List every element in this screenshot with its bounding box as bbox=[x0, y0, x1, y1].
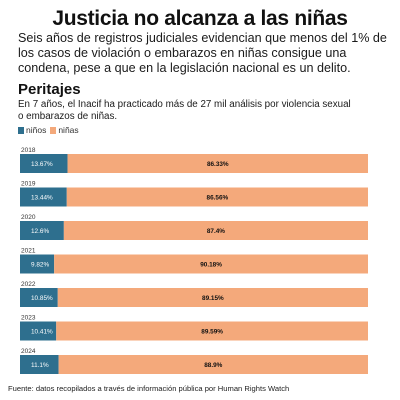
legend-label-ninas: niñas bbox=[58, 125, 79, 135]
value-label-ninos-2024: 11.1% bbox=[31, 362, 49, 369]
year-label-2024: 2024 bbox=[21, 348, 36, 355]
bar-ninos-2018 bbox=[20, 154, 68, 173]
year-label-2023: 2023 bbox=[21, 315, 36, 322]
legend-item-ninas: niñas bbox=[50, 125, 79, 135]
chart-title: Justicia no alcanza a las niñas bbox=[52, 7, 348, 30]
year-label-2020: 2020 bbox=[21, 214, 36, 221]
value-label-ninas-2018: 86.33% bbox=[207, 161, 229, 168]
bar-ninas-2023 bbox=[56, 321, 368, 341]
bar-ninos-2024 bbox=[20, 355, 59, 374]
bar-ninas-2020 bbox=[63, 221, 368, 240]
bar-ninos-2022 bbox=[20, 288, 58, 307]
year-label-2018: 2018 bbox=[21, 147, 36, 154]
bar-ninas-2021 bbox=[54, 254, 369, 274]
chart-subtitle: Seis años de registros judiciales eviden… bbox=[18, 31, 387, 75]
legend-label-ninos: niños bbox=[26, 125, 47, 135]
bar-ninas-2022 bbox=[57, 288, 368, 307]
value-label-ninas-2021: 90.18% bbox=[200, 261, 222, 268]
bar-ninas-2018 bbox=[67, 154, 368, 173]
value-label-ninos-2021: 9.82% bbox=[31, 261, 49, 268]
value-label-ninos-2018: 13.67% bbox=[31, 161, 53, 168]
value-label-ninos-2019: 13.44% bbox=[31, 194, 53, 201]
bar-ninos-2020 bbox=[20, 221, 64, 240]
bar-ninos-2019 bbox=[20, 187, 67, 207]
section-description: En 7 años, el Inacif ha practicado más d… bbox=[18, 99, 351, 122]
value-label-ninos-2022: 10.85% bbox=[31, 295, 53, 302]
year-label-2022: 2022 bbox=[21, 281, 36, 288]
value-label-ninas-2023: 89.59% bbox=[201, 328, 223, 335]
legend-item-ninos: niños bbox=[18, 125, 46, 135]
value-label-ninas-2022: 89.15% bbox=[202, 295, 224, 302]
legend-swatch-ninos bbox=[18, 126, 24, 134]
value-label-ninas-2024: 88.9% bbox=[204, 362, 222, 369]
year-label-2021: 2021 bbox=[21, 248, 36, 255]
bar-ninas-2019 bbox=[66, 187, 369, 207]
value-label-ninos-2020: 12.6% bbox=[31, 228, 49, 235]
section-title: Peritajes bbox=[18, 81, 81, 98]
bar-ninos-2023 bbox=[20, 321, 57, 341]
value-label-ninas-2019: 86.56% bbox=[207, 194, 229, 201]
bar-ninas-2024 bbox=[58, 355, 368, 374]
source-note: Fuente: datos recopilados a través de in… bbox=[8, 384, 290, 393]
legend-swatch-ninas bbox=[50, 126, 57, 134]
bar-ninos-2021 bbox=[20, 254, 55, 274]
value-label-ninas-2020: 87.4% bbox=[207, 228, 225, 235]
value-label-ninos-2023: 10.41% bbox=[31, 328, 53, 335]
legend: niños niñas bbox=[18, 125, 83, 135]
year-label-2019: 2019 bbox=[21, 181, 36, 188]
